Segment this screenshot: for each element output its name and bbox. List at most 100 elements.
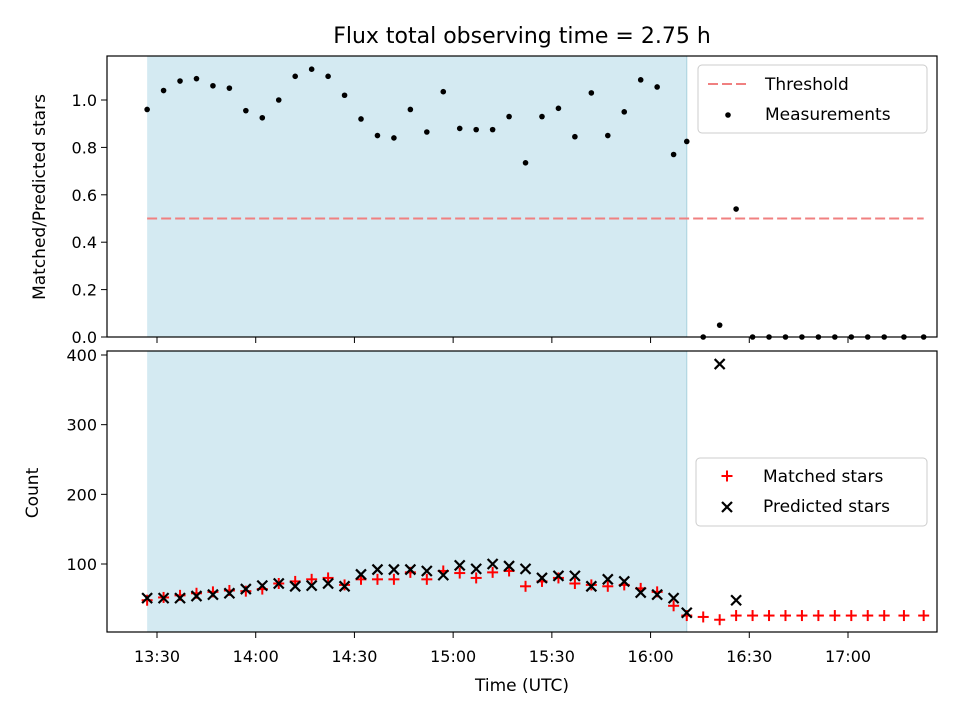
bottom-panel: 100 200 300 400 13:30 14:00 14:30 15:00 15:30 16:… [66, 346, 938, 666]
legend-threshold-label: Threshold [764, 75, 849, 95]
matched-star-point [668, 600, 680, 612]
matched-star-point [454, 567, 466, 579]
y-tick-label: 100 [66, 555, 97, 574]
legend-predicted-swatch [721, 501, 733, 513]
predicted-star-point [602, 573, 614, 586]
x-tick-label: 15:30 [529, 647, 575, 666]
predicted-star-point [634, 586, 647, 599]
top-y-axis-label: Matched/Predicted stars [30, 94, 50, 300]
matched-star-point [569, 578, 581, 590]
matched-star-point [388, 573, 400, 585]
matched-star-point [845, 610, 857, 622]
legend-box [695, 457, 928, 527]
measurement-point [407, 106, 414, 113]
x-tick-label: 17:00 [825, 647, 871, 666]
predicted-star-point [651, 588, 663, 601]
x-tick-label: 16:00 [628, 647, 674, 666]
measurement-point [539, 113, 545, 120]
legend-matched-label: Matched stars [763, 467, 883, 487]
matched-star-point [898, 610, 910, 622]
predicted-star-point [680, 606, 693, 619]
predicted-star-point [207, 588, 219, 601]
predicted-star-point [713, 358, 726, 370]
x-tick-label: 14:00 [233, 647, 279, 666]
measurement-point [456, 125, 463, 132]
matched-star-point [602, 580, 614, 592]
predicted-star-point [388, 563, 400, 576]
measurement-point [259, 114, 266, 121]
measurement-point [440, 88, 447, 95]
matched-star-point [697, 611, 709, 623]
measurement-point [210, 82, 216, 89]
predicted-star-point [223, 587, 236, 600]
matched-star-point [918, 610, 930, 622]
measurement-point [374, 132, 381, 139]
measurement-point [473, 126, 479, 133]
predicted-star-point [503, 560, 515, 572]
matched-star-point [730, 610, 742, 622]
predicted-star-point [240, 583, 252, 595]
measurement-point [358, 116, 364, 122]
plot-frame [106, 55, 938, 338]
predicted-star-point [585, 580, 598, 593]
measurement-point [637, 77, 644, 83]
measurement-point [733, 206, 739, 212]
x-tick-label: 13:30 [134, 647, 180, 666]
predicted-star-point [470, 563, 482, 575]
matched-star-point [878, 610, 890, 622]
measurement-point [489, 126, 496, 133]
bottom-y-axis-label: Count [23, 467, 43, 518]
y-tick-label: 300 [66, 416, 97, 435]
matched-star-point [796, 610, 808, 622]
measurement-point [604, 132, 611, 139]
measurement-point [588, 90, 595, 96]
measurement-point [621, 109, 628, 115]
legend-measurement-swatch [725, 112, 731, 118]
shaded-span [147, 56, 687, 337]
measurement-point [160, 87, 167, 94]
matched-star-point [552, 572, 564, 584]
legend-box [697, 64, 928, 134]
matched-star-point [714, 614, 726, 626]
predicted-star-point [305, 579, 318, 592]
x-axis-label: Time (UTC) [474, 676, 569, 696]
measurement-point [424, 129, 430, 135]
measurement-point [391, 135, 397, 141]
predicted-star-point [322, 577, 334, 590]
matched-star-point [470, 572, 482, 584]
top-panel: 0.0 0.2 0.4 0.6 0.8 1.0 Threshold Measurements [72, 55, 938, 347]
predicted-star-point [486, 558, 499, 570]
legend-measurement-label: Measurements [765, 105, 891, 125]
matched-star-point [747, 610, 759, 622]
matched-star-point [141, 594, 153, 606]
y-tick-label: 0.4 [72, 233, 97, 252]
measurement-point [308, 66, 315, 72]
measurement-point [555, 105, 562, 112]
measurement-point [670, 151, 677, 158]
measurement-point [716, 322, 723, 328]
measurement-point [275, 97, 282, 103]
y-tick-label: 0.0 [72, 328, 97, 347]
legend-predicted-label: Predicted stars [763, 497, 890, 517]
matched-star-point [763, 610, 775, 622]
predicted-star-point [371, 563, 384, 576]
predicted-star-point [338, 580, 351, 593]
y-tick-label: 400 [66, 346, 97, 365]
predicted-star-point [618, 575, 631, 588]
top-legend: Threshold Measurements [697, 64, 928, 134]
matched-star-point [240, 585, 252, 597]
measurement-point [226, 85, 233, 91]
predicted-star-point [569, 570, 581, 582]
predicted-star-point [141, 592, 153, 604]
matched-star-point [421, 573, 433, 585]
predicted-star-point [730, 594, 742, 607]
y-tick-label: 0.8 [72, 138, 97, 157]
measurement-point [292, 73, 299, 80]
matched-star-point [862, 610, 874, 622]
predicted-star-point [421, 565, 433, 577]
measurement-point [144, 106, 150, 113]
predicted-star-point [272, 577, 285, 590]
predicted-star-point [289, 580, 301, 593]
measurement-point [522, 160, 529, 166]
measurement-point [325, 73, 331, 80]
